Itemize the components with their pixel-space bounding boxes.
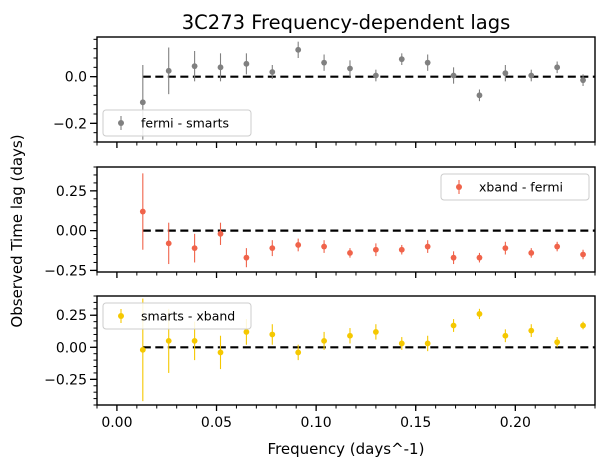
legend-marker (118, 120, 124, 126)
data-point (139, 99, 146, 106)
data-point (372, 246, 379, 253)
x-tick-label: 0.15 (400, 415, 431, 431)
data-point (191, 245, 198, 252)
data-point (165, 67, 172, 74)
data-point (528, 327, 535, 334)
data-point (502, 332, 509, 339)
panel-3: 0.25 0.00 −0.25 0.00 0.05 0.10 0.15 0.20 smarts … (44, 295, 596, 431)
legend: fermi - smarts (102, 109, 252, 137)
legend-marker (456, 184, 462, 190)
x-axis-label: Frequency (days^-1) (268, 440, 425, 458)
panel-frame (96, 166, 596, 273)
x-tick-label: 0.00 (101, 415, 132, 431)
legend-box (440, 173, 590, 201)
legend: xband - fermi (440, 173, 590, 201)
x-tick-label: 0.05 (201, 415, 232, 431)
panel-frame (96, 295, 596, 406)
data-point (347, 250, 353, 256)
data-point (476, 311, 483, 317)
data-point (295, 46, 302, 53)
data-point (580, 322, 586, 329)
legend-label: xband - fermi (479, 180, 563, 195)
panel-1: 0.0 −0.2 fermi - smarts (53, 36, 596, 148)
data-point (450, 254, 457, 261)
data-point (554, 339, 561, 346)
y-tick-label: 0.25 (56, 184, 87, 200)
data-point (347, 332, 353, 339)
y-tick-label: 0.00 (56, 224, 87, 240)
legend-label: smarts - xband (141, 309, 235, 324)
y-axis-label: Observed Time lag (days) (8, 134, 26, 327)
data-point (295, 242, 302, 248)
chart-panels: 0.0 −0.2 fermi - smarts 0.25 0.00 −0.25 xband … (44, 36, 596, 431)
data-point (450, 72, 457, 79)
data-point (321, 243, 327, 250)
data-point (139, 346, 146, 353)
x-tick-label: 0.10 (301, 415, 332, 431)
data-point (554, 64, 561, 71)
legend-label: fermi - smarts (141, 116, 229, 131)
data-point (502, 70, 509, 77)
data-point (476, 92, 483, 99)
data-point (139, 208, 146, 215)
data-point (295, 349, 302, 356)
data-point (502, 245, 509, 252)
legend-box (102, 109, 252, 137)
data-point (217, 349, 224, 356)
data-point (554, 243, 561, 250)
data-point (217, 64, 224, 71)
x-tick-label: 0.20 (500, 415, 531, 431)
data-point (372, 72, 379, 79)
data-point (243, 254, 250, 261)
y-tick-label: −0.25 (44, 372, 87, 388)
data-point (424, 340, 431, 347)
data-point (398, 340, 405, 347)
data-point (243, 60, 250, 67)
data-point (347, 65, 353, 72)
y-tick-label: −0.25 (44, 263, 87, 279)
data-point (450, 322, 457, 329)
data-point (528, 250, 535, 256)
data-point (398, 56, 405, 63)
data-point (424, 59, 431, 66)
data-point (243, 329, 250, 335)
data-point (269, 331, 276, 338)
data-point (269, 245, 276, 252)
y-tick-label: 0.0 (65, 70, 87, 86)
data-point (398, 246, 405, 253)
legend-marker (118, 313, 124, 319)
data-point (165, 240, 172, 247)
data-point (372, 329, 379, 335)
data-point (217, 230, 224, 237)
data-point (191, 63, 198, 70)
y-tick-label: 0.00 (56, 340, 87, 356)
data-point (580, 77, 586, 84)
panel-2: 0.25 0.00 −0.25 xband - fermi (44, 166, 596, 279)
data-point (321, 59, 327, 66)
data-point (191, 337, 198, 344)
data-point (424, 243, 431, 250)
legend-box (102, 302, 252, 330)
y-tick-label: 0.25 (56, 308, 87, 324)
data-point (321, 337, 327, 344)
data-point (165, 337, 172, 344)
y-tick-label: −0.2 (53, 116, 87, 132)
data-point (580, 251, 586, 258)
panel-frame (96, 36, 596, 143)
legend: smarts - xband (102, 302, 252, 330)
data-point (269, 69, 276, 75)
data-point (528, 72, 535, 79)
data-point (476, 254, 483, 261)
chart-title: 3C273 Frequency-dependent lags (182, 11, 510, 34)
